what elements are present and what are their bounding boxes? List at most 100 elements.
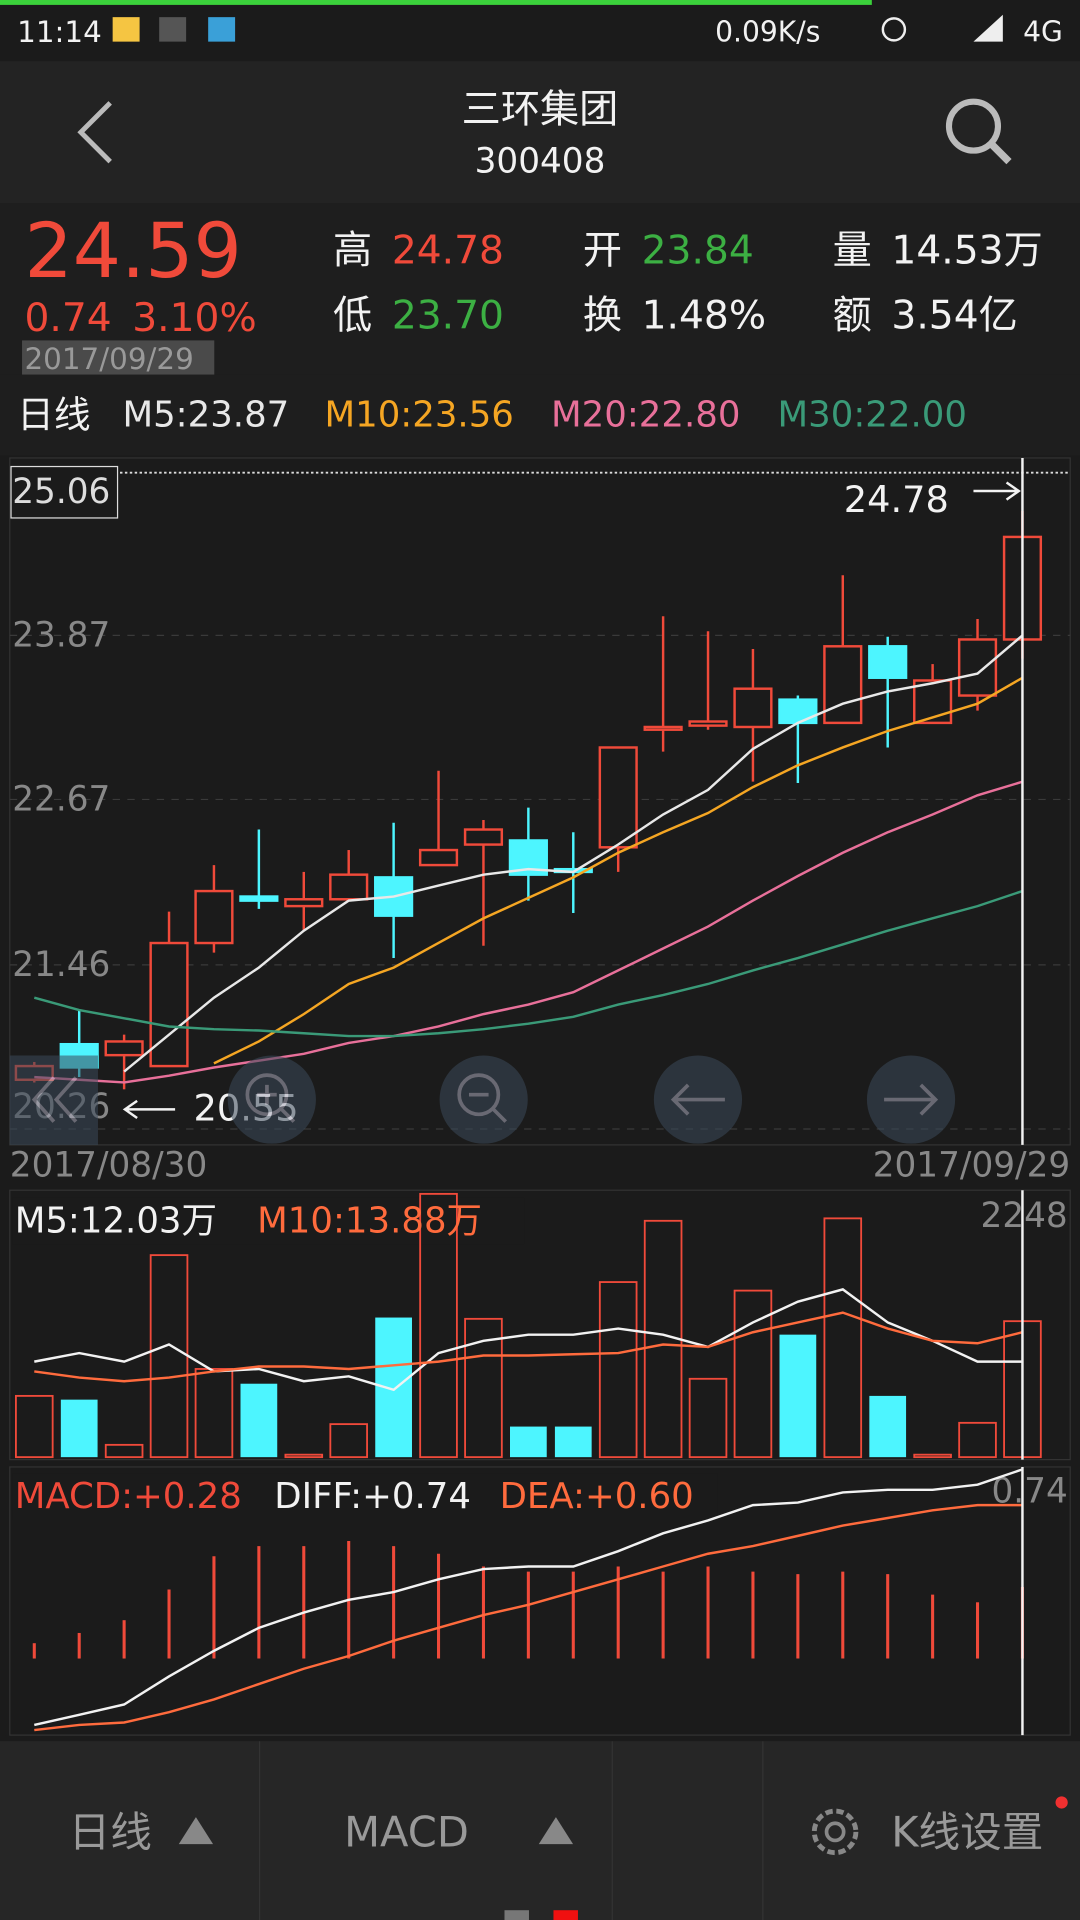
stat-label: 额: [833, 293, 872, 338]
candle-body: [418, 848, 459, 867]
high-annotation: 24.78: [844, 478, 949, 521]
price-change: 0.74: [24, 296, 111, 341]
period-button-label: 日线: [69, 1807, 152, 1856]
volume-bar: [733, 1289, 773, 1459]
volume-bar: [329, 1423, 368, 1459]
status-icon: [112, 17, 140, 42]
volume-bar: [869, 1395, 907, 1458]
legend-entry: M5:12.03万: [15, 1200, 217, 1241]
indicator-button-label: MACD: [344, 1807, 469, 1856]
legend-entry: DEA:+0.60: [500, 1476, 694, 1517]
volume-bar: [464, 1317, 503, 1459]
volume-bar: [554, 1426, 592, 1458]
volume-bar: [823, 1217, 863, 1459]
period-selector[interactable]: 日线: [69, 1807, 214, 1856]
ma-line: [34, 1311, 1023, 1383]
candle-body: [598, 746, 638, 849]
legend-entry: M10:13.88万: [257, 1200, 482, 1241]
stock-name: 三环集团: [462, 88, 619, 133]
zoom-out-button[interactable]: [439, 1055, 528, 1144]
status-network: 4G: [1023, 15, 1063, 48]
last-price: 24.59: [24, 207, 241, 295]
y-tick-label: 25.06: [12, 472, 110, 512]
x-tick-label: 2017/09/29: [873, 1146, 1071, 1186]
candle-body: [194, 889, 234, 945]
status-icon: [208, 17, 236, 42]
candle-body: [778, 698, 818, 725]
x-tick-label: 2017/08/30: [10, 1146, 208, 1186]
volume-bar: [510, 1426, 547, 1458]
stat-value: 23.70: [392, 293, 504, 338]
settings-button[interactable]: K线设置: [811, 1796, 1068, 1856]
stat-value: 1.48%: [642, 293, 766, 338]
volume-legend-bg: [12, 1197, 525, 1245]
charts: 20.2621.4622.6723.8725.062017/08/302017/…: [9, 395, 1071, 1736]
legend-entry: M20:22.80: [551, 395, 740, 436]
stat-value: 24.78: [392, 229, 504, 274]
volume-bar: [598, 1281, 638, 1459]
stat-label: 高: [333, 229, 372, 274]
candle-body: [957, 638, 998, 697]
ma-line: [123, 634, 1024, 1073]
candle-body: [868, 645, 908, 679]
volume-bar: [104, 1443, 144, 1459]
status-icon: [159, 17, 187, 42]
zoom-in-button[interactable]: [227, 1055, 316, 1144]
settings-label: K线设置: [891, 1807, 1043, 1856]
legend-entry: DIFF:+0.74: [274, 1476, 471, 1517]
search-button[interactable]: [945, 98, 1012, 165]
low-arrow: [122, 1099, 176, 1119]
y-tick-label: 2248: [981, 1196, 1068, 1236]
volume-bar: [913, 1453, 952, 1459]
quote-date: 2017/09/29: [24, 342, 193, 376]
candle-body: [688, 720, 728, 727]
ma-line: [213, 676, 1024, 1065]
ma-line: [33, 889, 1023, 1038]
page-indicator: [504, 1910, 529, 1920]
back-button[interactable]: [77, 101, 112, 164]
legend-entry: MACD:+0.28: [15, 1476, 242, 1517]
y-tick-label: 21.46: [12, 945, 110, 985]
candle-body: [329, 873, 369, 901]
candle-body: [149, 941, 189, 1068]
status-time: 11:14: [17, 15, 102, 49]
kline-panel: [9, 457, 1071, 1146]
volume-bar: [284, 1453, 324, 1459]
price-change-pct: 3.10%: [132, 296, 256, 341]
candle-body: [913, 679, 953, 725]
indicator-selector[interactable]: MACD: [344, 1807, 574, 1856]
volume-panel: [9, 1189, 1071, 1461]
candle-body: [239, 895, 279, 902]
volume-bar: [194, 1368, 234, 1459]
volume-bar: [375, 1317, 412, 1458]
volume-bar: [419, 1192, 458, 1459]
legend-entry: M10:23.56: [324, 395, 513, 436]
macd-panel: [9, 1466, 1071, 1736]
chart-controls: [9, 1055, 956, 1145]
stock-code: 300408: [475, 142, 606, 182]
high-arrow: [973, 481, 1021, 501]
candle-body: [463, 828, 504, 846]
bottom-bar: [0, 1741, 1080, 1920]
volume-bar: [779, 1334, 817, 1458]
ma-line: [34, 780, 1023, 1084]
ma-line: [34, 1503, 1023, 1732]
progress-line: [0, 0, 872, 5]
volume-bar: [958, 1421, 997, 1459]
ma-line: [34, 1468, 1023, 1727]
stat-label: 量: [833, 229, 872, 274]
scroll-left-button[interactable]: [9, 1055, 98, 1145]
status-speed: 0.09K/s: [715, 15, 820, 48]
alarm-icon: [881, 17, 907, 42]
stat-value: 3.54亿: [891, 293, 1017, 338]
volume-bar: [14, 1394, 54, 1459]
legend-entry: M30:22.00: [778, 395, 967, 436]
candle-body: [823, 645, 863, 725]
candle-body: [284, 898, 324, 908]
header: [0, 61, 1080, 204]
candle-body: [104, 1040, 144, 1057]
volume-bar: [60, 1399, 98, 1458]
